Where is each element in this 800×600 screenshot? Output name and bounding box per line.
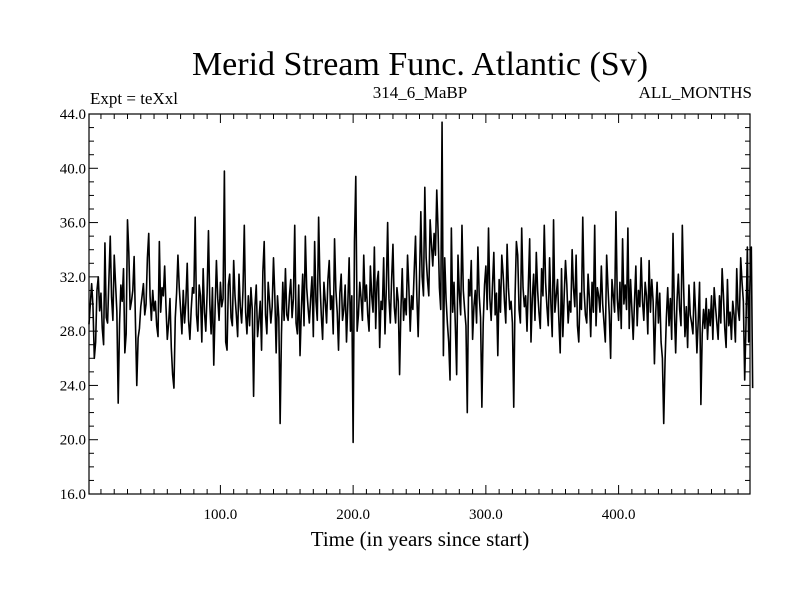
y-axis: 16.0 20.0 24.0 28.0 32.0 36.0 40.0 44.0: [60, 107, 750, 503]
x-tick-label: 200.0: [336, 507, 370, 523]
y-tick-label: 24.0: [60, 378, 86, 394]
series-line: [88, 121, 754, 444]
plot-area: 100.0 200.0 300.0 400.0 16.0 20.0 24.0 28.0 32.…: [60, 107, 754, 523]
y-tick-label: 20.0: [60, 433, 86, 449]
x-tick-label: 100.0: [204, 507, 238, 523]
y-tick-label: 36.0: [60, 216, 86, 232]
y-tick-label: 28.0: [60, 324, 86, 340]
x-tick-label: 300.0: [469, 507, 503, 523]
chart-title: Merid Stream Func. Atlantic (Sv): [192, 46, 648, 83]
y-tick-label: 16.0: [60, 487, 86, 503]
y-tick-label: 40.0: [60, 161, 86, 177]
y-tick-label: 44.0: [60, 107, 86, 123]
subtitle-case: 314_6_MaBP: [373, 83, 467, 102]
x-axis: 100.0 200.0 300.0 400.0: [100, 114, 739, 523]
y-tick-label: 32.0: [60, 270, 86, 286]
x-axis-label: Time (in years since start): [311, 527, 530, 551]
x-tick-label: 400.0: [602, 507, 636, 523]
subtitle-experiment: Expt = teXxl: [90, 89, 178, 108]
subtitle-months: ALL_MONTHS: [639, 83, 752, 102]
